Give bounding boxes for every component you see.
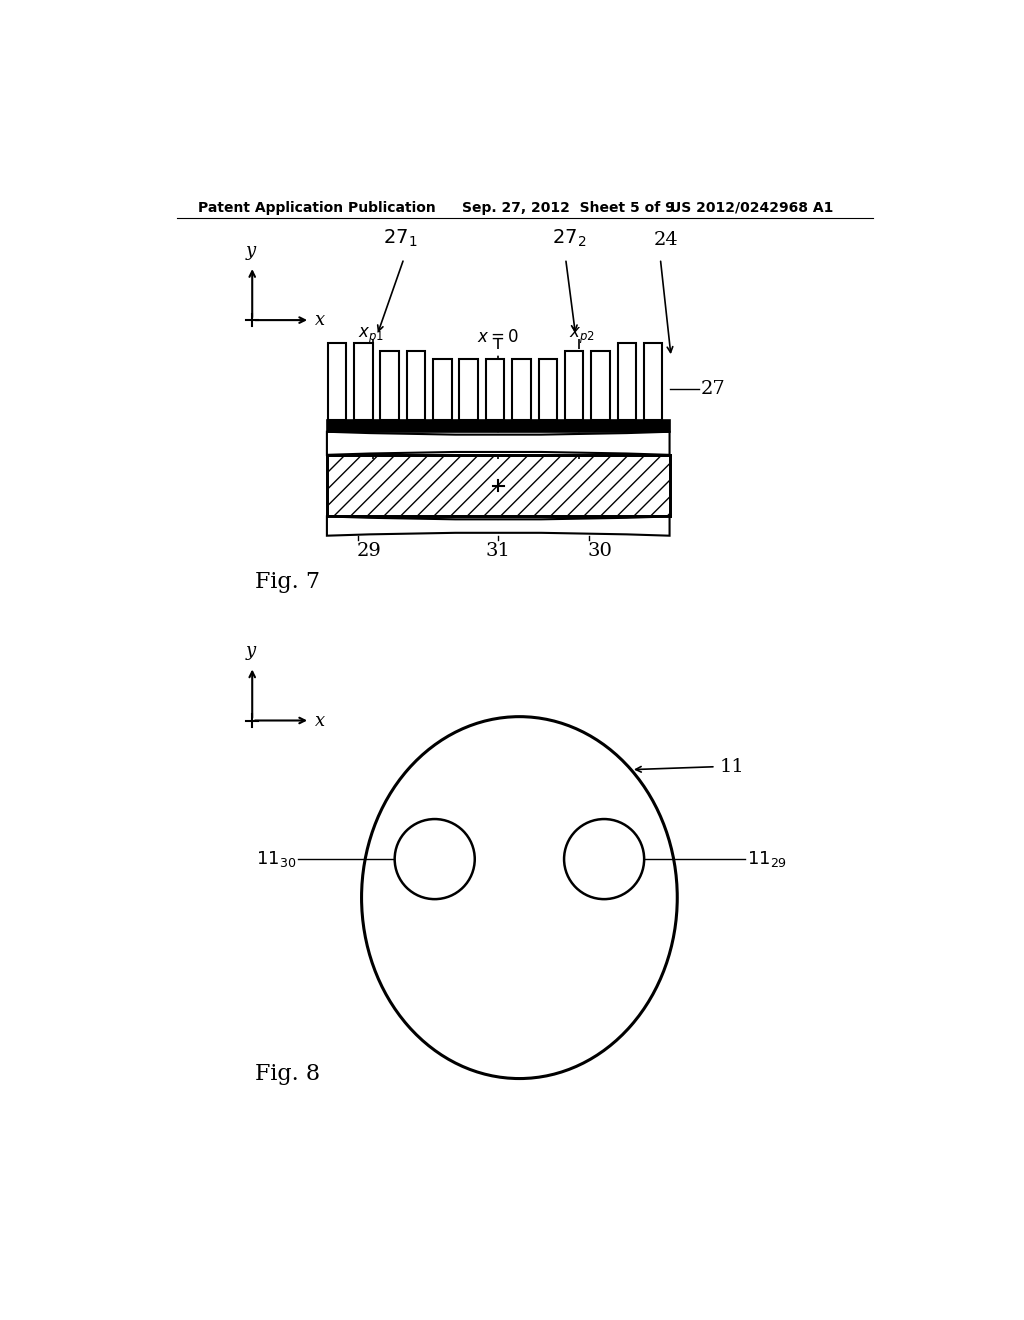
Text: Fig. 7: Fig. 7 [255, 572, 321, 593]
Bar [565, 351, 584, 420]
Bar [617, 343, 636, 420]
Bar [539, 359, 557, 420]
PathPatch shape [327, 432, 670, 455]
Text: $27_2$: $27_2$ [552, 228, 587, 249]
Text: 29: 29 [356, 543, 382, 560]
Text: 11: 11 [720, 758, 744, 776]
Ellipse shape [361, 717, 677, 1078]
Bar [327, 420, 670, 432]
Text: y: y [246, 242, 256, 260]
Text: 30: 30 [588, 543, 612, 560]
Text: Patent Application Publication: Patent Application Publication [199, 201, 436, 215]
Text: $x=0$: $x=0$ [477, 329, 519, 346]
Ellipse shape [394, 818, 475, 899]
Bar [327, 455, 670, 516]
Text: x: x [315, 711, 326, 730]
Text: Sep. 27, 2012  Sheet 5 of 9: Sep. 27, 2012 Sheet 5 of 9 [462, 201, 675, 215]
Bar [591, 351, 609, 420]
Text: y: y [246, 643, 256, 660]
Text: 31: 31 [485, 543, 511, 560]
Text: $x_{p1}$: $x_{p1}$ [357, 326, 384, 346]
Bar [407, 351, 425, 420]
Bar [380, 351, 399, 420]
Text: $11_{30}$: $11_{30}$ [256, 849, 296, 869]
Text: US 2012/0242968 A1: US 2012/0242968 A1 [670, 201, 833, 215]
Bar [354, 343, 373, 420]
Bar [328, 343, 346, 420]
Text: $27_1$: $27_1$ [383, 228, 417, 249]
Bar [512, 359, 530, 420]
Text: $x_{p2}$: $x_{p2}$ [568, 326, 595, 346]
Bar [460, 359, 478, 420]
Bar [485, 359, 504, 420]
Text: $11_{29}$: $11_{29}$ [746, 849, 786, 869]
Text: 27: 27 [700, 380, 725, 399]
Bar [644, 343, 663, 420]
PathPatch shape [327, 516, 670, 536]
Bar [433, 359, 452, 420]
Text: Fig. 8: Fig. 8 [255, 1063, 321, 1085]
Ellipse shape [564, 818, 644, 899]
Text: x: x [315, 312, 326, 329]
Text: 24: 24 [654, 231, 679, 249]
